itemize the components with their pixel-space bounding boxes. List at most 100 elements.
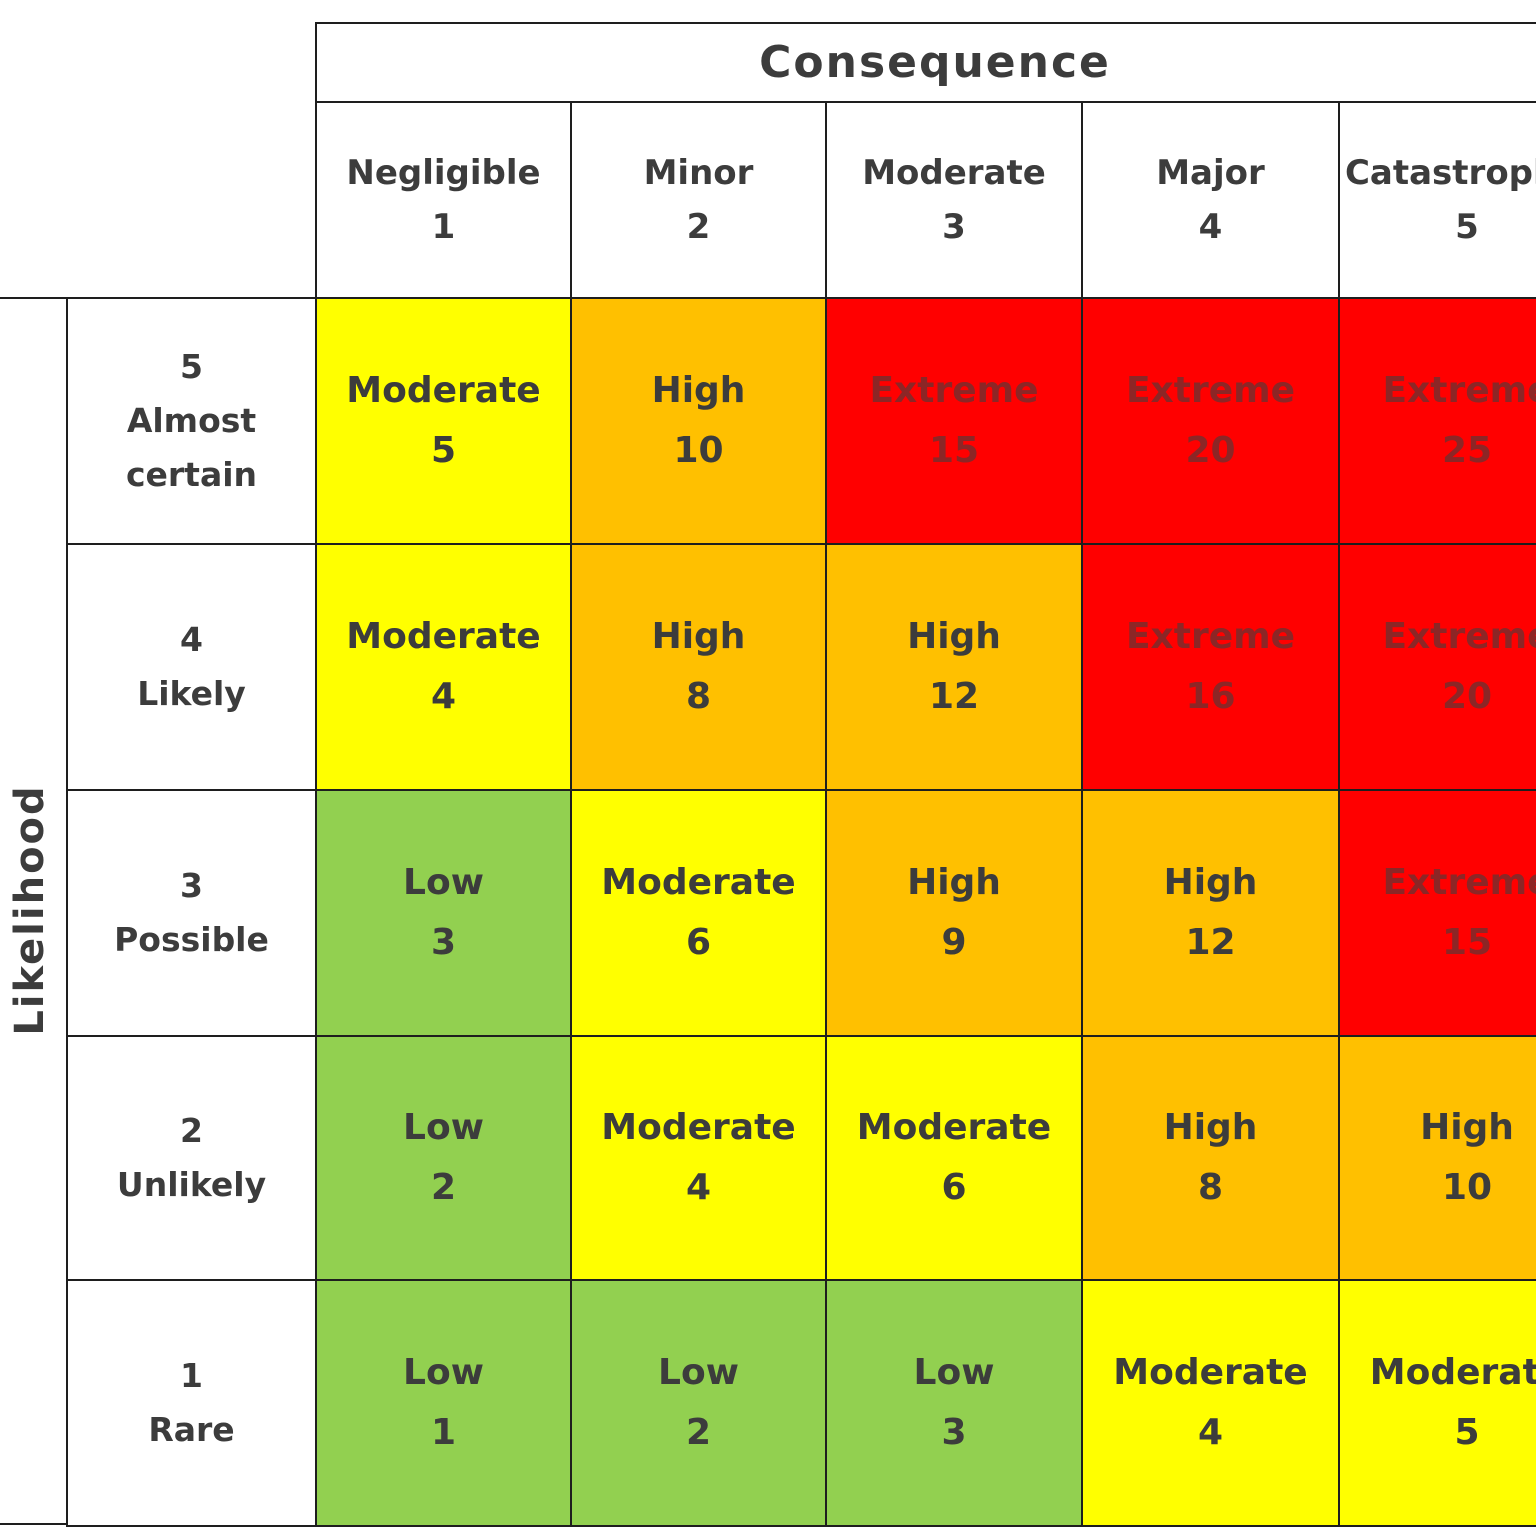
- risk-cell-2-5: High 10: [1338, 1035, 1536, 1281]
- risk-level-label: Extreme: [1382, 862, 1536, 903]
- risk-level-label: Extreme: [1382, 370, 1536, 411]
- risk-score-label: 5: [1454, 1412, 1480, 1453]
- likelihood-divider: [0, 297, 68, 299]
- risk-level-label: Low: [658, 1352, 739, 1393]
- consequence-title: Consequence: [315, 22, 1536, 103]
- row-header-name: Almost: [126, 401, 257, 440]
- risk-cell-1-3: Low 3: [825, 1279, 1083, 1527]
- risk-score-label: 8: [685, 676, 712, 717]
- risk-level-label: High: [651, 370, 746, 411]
- column-header-name: Major: [1156, 153, 1265, 193]
- risk-score-label: 10: [673, 430, 724, 471]
- risk-score-label: 6: [941, 1167, 967, 1208]
- row-header-likely: 4 Likely: [66, 543, 317, 791]
- row-header-value: 5: [180, 347, 203, 386]
- risk-level-label: Low: [403, 1352, 484, 1393]
- column-header-value: 1: [431, 207, 456, 247]
- risk-cell-2-3: Moderate 6: [825, 1035, 1083, 1281]
- row-header-value: 3: [180, 866, 203, 905]
- risk-cell-3-5: Extreme 15: [1338, 789, 1536, 1037]
- column-header-name: Catastrophic: [1344, 153, 1536, 193]
- risk-level-label: Moderate: [346, 370, 541, 411]
- risk-level-label: Moderate: [346, 616, 541, 657]
- risk-cell-1-1: Low 1: [315, 1279, 572, 1527]
- row-header-name: Possible: [114, 920, 269, 959]
- risk-cell-1-5: Moderate 5: [1338, 1279, 1536, 1527]
- risk-score-label: 1: [430, 1412, 457, 1453]
- risk-level-label: Moderate: [601, 1107, 796, 1148]
- bottom-border: [0, 1523, 68, 1525]
- risk-cell-4-4: Extreme 16: [1081, 543, 1340, 791]
- row-header-almost-certain: 5 Almost certain: [66, 297, 317, 545]
- risk-cell-3-1: Low 3: [315, 789, 572, 1037]
- risk-cell-4-3: High 12: [825, 543, 1083, 791]
- risk-level-label: Moderate: [856, 1107, 1052, 1148]
- risk-score-label: 4: [430, 676, 457, 717]
- column-header-value: 3: [942, 207, 966, 247]
- row-header-value: 1: [180, 1356, 203, 1395]
- risk-score-label: 4: [1197, 1412, 1224, 1453]
- risk-cell-1-2: Low 2: [570, 1279, 827, 1527]
- risk-cell-3-3: High 9: [825, 789, 1083, 1037]
- risk-score-label: 3: [430, 922, 457, 963]
- row-header-possible: 3 Possible: [66, 789, 317, 1037]
- risk-cell-4-5: Extreme 20: [1338, 543, 1536, 791]
- risk-score-label: 25: [1441, 430, 1493, 471]
- risk-level-label: Low: [403, 862, 484, 903]
- risk-cell-2-1: Low 2: [315, 1035, 572, 1281]
- risk-cell-5-1: Moderate 5: [315, 297, 572, 545]
- risk-level-label: Low: [913, 1352, 995, 1393]
- risk-level-label: High: [1420, 1107, 1514, 1148]
- column-header-value: 4: [1198, 207, 1223, 247]
- risk-score-label: 10: [1441, 1167, 1493, 1208]
- risk-level-label: Extreme: [1125, 370, 1296, 411]
- row-header-value: 2: [180, 1111, 203, 1150]
- column-header-name: Negligible: [346, 153, 541, 193]
- risk-level-label: Moderate: [1369, 1352, 1536, 1393]
- risk-level-label: Extreme: [869, 370, 1039, 411]
- risk-level-label: Extreme: [1125, 616, 1296, 657]
- row-header-value: 4: [180, 620, 203, 659]
- risk-cell-4-2: High 8: [570, 543, 827, 791]
- risk-cell-2-4: High 8: [1081, 1035, 1340, 1281]
- column-header-value: 2: [686, 207, 711, 247]
- risk-score-label: 16: [1185, 676, 1236, 717]
- risk-score-label: 4: [685, 1167, 712, 1208]
- risk-level-label: Extreme: [1382, 616, 1536, 657]
- risk-score-label: 12: [928, 676, 980, 717]
- risk-cell-5-4: Extreme 20: [1081, 297, 1340, 545]
- risk-cell-2-2: Moderate 4: [570, 1035, 827, 1281]
- risk-level-label: High: [1163, 1107, 1258, 1148]
- risk-level-label: High: [907, 862, 1001, 903]
- risk-level-label: Moderate: [601, 862, 796, 903]
- column-header-major: Major 4: [1081, 101, 1340, 299]
- column-header-name: Minor: [643, 153, 754, 193]
- row-header-name: Unlikely: [116, 1165, 267, 1204]
- risk-level-label: High: [1163, 862, 1258, 903]
- risk-score-label: 15: [1441, 922, 1493, 963]
- risk-cell-5-3: Extreme 15: [825, 297, 1083, 545]
- column-header-value: 5: [1455, 207, 1479, 247]
- consequence-title-text: Consequence: [759, 37, 1111, 88]
- risk-score-label: 2: [430, 1167, 457, 1208]
- row-header-name: Rare: [148, 1410, 235, 1449]
- risk-score-label: 9: [941, 922, 967, 963]
- risk-cell-5-5: Extreme 25: [1338, 297, 1536, 545]
- risk-score-label: 5: [430, 430, 457, 471]
- likelihood-label: Likelihood: [7, 784, 53, 1036]
- row-header-rare: 1 Rare: [66, 1279, 317, 1527]
- column-header-negligible: Negligible 1: [315, 101, 572, 299]
- column-header-minor: Minor 2: [570, 101, 827, 299]
- risk-score-label: 2: [685, 1412, 712, 1453]
- risk-level-label: High: [907, 616, 1001, 657]
- risk-score-label: 3: [941, 1412, 967, 1453]
- risk-level-label: Low: [403, 1107, 484, 1148]
- row-header-unlikely: 2 Unlikely: [66, 1035, 317, 1281]
- row-header-name: certain: [125, 455, 258, 494]
- column-header-name: Moderate: [862, 153, 1046, 193]
- risk-cell-1-4: Moderate 4: [1081, 1279, 1340, 1527]
- risk-cell-3-2: Moderate 6: [570, 789, 827, 1037]
- column-header-catastrophic: Catastrophic 5: [1338, 101, 1536, 299]
- risk-cell-3-4: High 12: [1081, 789, 1340, 1037]
- risk-score-label: 6: [685, 922, 712, 963]
